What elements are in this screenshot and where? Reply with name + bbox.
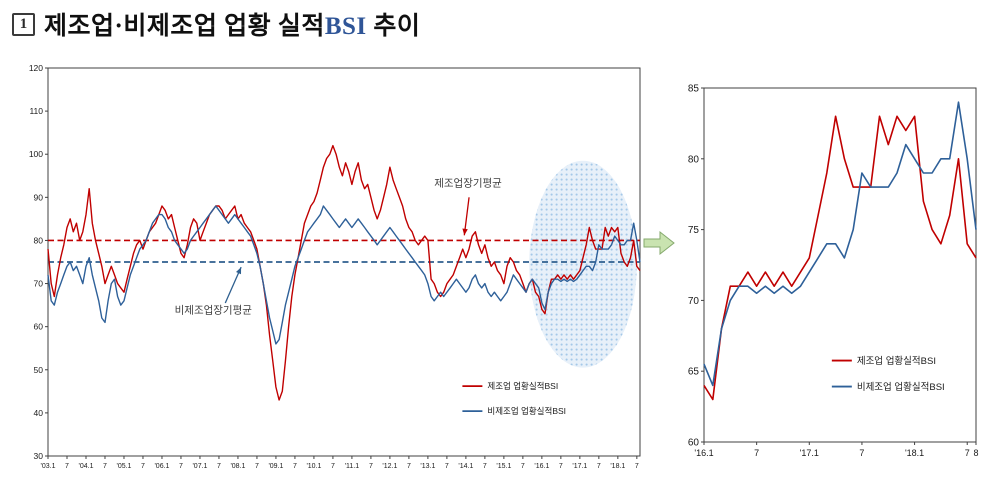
annotation-label: 비제조업장기평균 [175,304,253,317]
x-tick-label: '03.1 [41,463,56,470]
x-tick-label: '16.1 [694,448,713,458]
y-tick-label: 90 [34,192,44,202]
left-chart: 30 40 50 60 70 80 90 100 110 120 '03.1 7 '04.1 7 '05.1… [29,63,641,470]
legend-label: 비제조업 업황실적BSI [487,406,566,416]
y-tick-label: 80 [688,154,700,165]
x-tick-label: 7 [754,448,759,458]
y-tick-label: 30 [34,451,44,461]
x-tick-label: 7 [293,463,297,470]
y-tick-label: 120 [29,63,43,73]
y-tick-label: 110 [29,106,43,116]
x-tick-label: 7 [407,463,411,470]
x-tick-label: 7 [521,463,525,470]
x-tick-label: 7 [255,463,259,470]
x-tick-label: '17.1 [572,463,587,470]
x-tick-label: '10.1 [306,463,321,470]
annotation-arrowhead [236,267,242,275]
title-number-box: 1 [12,12,35,36]
x-tick-label: 7 [369,463,373,470]
x-tick-label: 7 [331,463,335,470]
y-tick-label: 40 [34,408,44,418]
y-tick-label: 70 [688,296,700,307]
x-tick-label: 7 [217,463,221,470]
y-tick-label: 65 [688,367,700,378]
legend-label: 제조업 업황실적BSI [487,381,558,391]
y-tick-label: 100 [29,149,43,159]
x-tick-label: '09.1 [268,463,283,470]
x-tick-label: '04.1 [79,463,94,470]
x-tick-label: '16.1 [534,463,549,470]
y-tick-label: 85 [688,84,700,95]
series-line-1 [47,205,641,345]
x-tick-label: '14.1 [458,463,473,470]
y-tick-label: 75 [688,225,700,236]
series-line-0 [703,115,977,401]
x-tick-label: '08.1 [230,463,245,470]
x-tick-label: 7 [179,463,183,470]
x-tick-label: 7 [635,463,639,470]
title-pre: 제조업·비제조업 업황 실적 [44,13,325,40]
page-title: 1 제조업·비제조업 업황 실적BSI 추이 [12,6,420,42]
series-line-1 [703,101,977,387]
x-tick-label: '07.1 [192,463,207,470]
y-tick-label: 60 [688,438,700,449]
x-tick-label: '15.1 [496,463,511,470]
y-tick-label: 60 [34,322,44,332]
plot-frame [703,87,977,443]
title-post: 추이 [366,13,421,40]
x-tick-label: '13.1 [420,463,435,470]
x-tick-label: '06.1 [154,463,169,470]
annotation-arrow [224,266,242,304]
page-title-text: 제조업·비제조업 업황 실적BSI 추이 [44,6,420,42]
x-tick-label: 7 [859,448,864,458]
y-tick-label: 80 [34,235,44,245]
x-tick-label: '11.1 [345,463,360,470]
annotation-arrowhead [462,228,468,236]
highlight-ellipse-dots [529,160,637,368]
legend-label: 제조업 업황실적BSI [857,355,936,367]
x-tick-label: '12.1 [382,463,397,470]
x-tick-label: 7 [597,463,601,470]
x-tick-label: '17.1 [800,448,819,458]
x-tick-label: '18.1 [905,448,924,458]
x-tick-label: 7 [965,448,970,458]
legend-label: 비제조업 업황실적BSI [857,381,945,393]
x-tick-label: 7 [141,463,145,470]
x-tick-label: 8 [973,448,978,458]
x-tick-label: 7 [65,463,69,470]
title-accent: BSI [324,13,367,40]
annotation-label: 제조업장기평균 [434,177,502,190]
x-tick-label: 7 [445,463,449,470]
x-tick-label: 7 [483,463,487,470]
y-tick-label: 70 [34,279,44,289]
y-tick-label: 50 [34,365,44,375]
zoom-arrow-icon [643,230,675,256]
x-tick-label: 7 [103,463,107,470]
zoom-arrow-shape [643,230,675,256]
x-tick-label: '05.1 [116,463,131,470]
x-tick-label: '18.1 [610,463,625,470]
x-tick-label: 7 [559,463,563,470]
